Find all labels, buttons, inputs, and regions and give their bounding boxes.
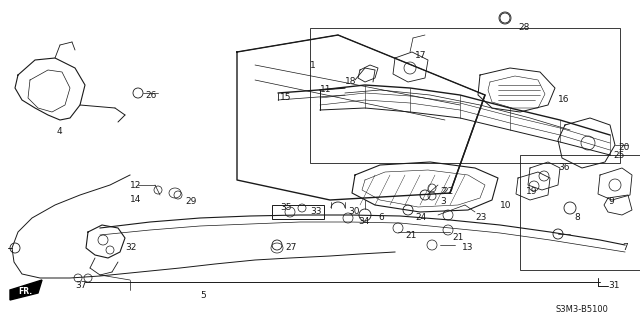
Text: 34: 34 xyxy=(358,218,369,226)
Text: 8: 8 xyxy=(574,213,580,222)
Bar xyxy=(310,28,620,163)
Text: 21: 21 xyxy=(405,231,417,240)
Text: 27: 27 xyxy=(285,243,296,253)
Text: 30: 30 xyxy=(348,207,360,217)
Text: 24: 24 xyxy=(415,213,426,222)
Text: 10: 10 xyxy=(500,201,511,210)
Text: 20: 20 xyxy=(618,144,629,152)
Text: 5: 5 xyxy=(200,291,205,300)
Text: 31: 31 xyxy=(608,280,620,290)
Bar xyxy=(272,205,324,219)
Text: 7: 7 xyxy=(622,243,628,253)
Text: 35: 35 xyxy=(280,204,291,212)
Text: 25: 25 xyxy=(613,151,625,160)
Text: 15: 15 xyxy=(280,93,291,101)
Text: 16: 16 xyxy=(558,95,570,105)
Text: 2: 2 xyxy=(440,188,445,197)
Bar xyxy=(520,155,640,270)
Text: 22: 22 xyxy=(442,188,453,197)
Text: 33: 33 xyxy=(310,207,321,217)
Text: 32: 32 xyxy=(125,243,136,253)
Text: 23: 23 xyxy=(475,213,486,222)
Text: 3: 3 xyxy=(440,197,445,206)
Text: 37: 37 xyxy=(75,280,86,290)
Text: 1: 1 xyxy=(310,62,316,70)
Text: 6: 6 xyxy=(378,213,384,222)
Text: 4: 4 xyxy=(57,128,63,137)
Text: 17: 17 xyxy=(415,50,426,60)
Text: 14: 14 xyxy=(130,196,141,204)
Text: 13: 13 xyxy=(462,243,474,253)
Text: 9: 9 xyxy=(608,197,614,206)
Text: 18: 18 xyxy=(345,78,356,86)
Text: 12: 12 xyxy=(130,181,141,189)
Polygon shape xyxy=(10,280,42,300)
Text: 36: 36 xyxy=(558,164,570,173)
Text: S3M3-B5100: S3M3-B5100 xyxy=(555,306,608,315)
Text: 11: 11 xyxy=(320,85,332,94)
Text: 21: 21 xyxy=(452,234,463,242)
Text: FR.: FR. xyxy=(18,287,32,296)
Text: 19: 19 xyxy=(526,188,538,197)
Text: 28: 28 xyxy=(518,24,529,33)
Text: 29: 29 xyxy=(185,197,196,206)
Text: 26: 26 xyxy=(145,91,156,100)
